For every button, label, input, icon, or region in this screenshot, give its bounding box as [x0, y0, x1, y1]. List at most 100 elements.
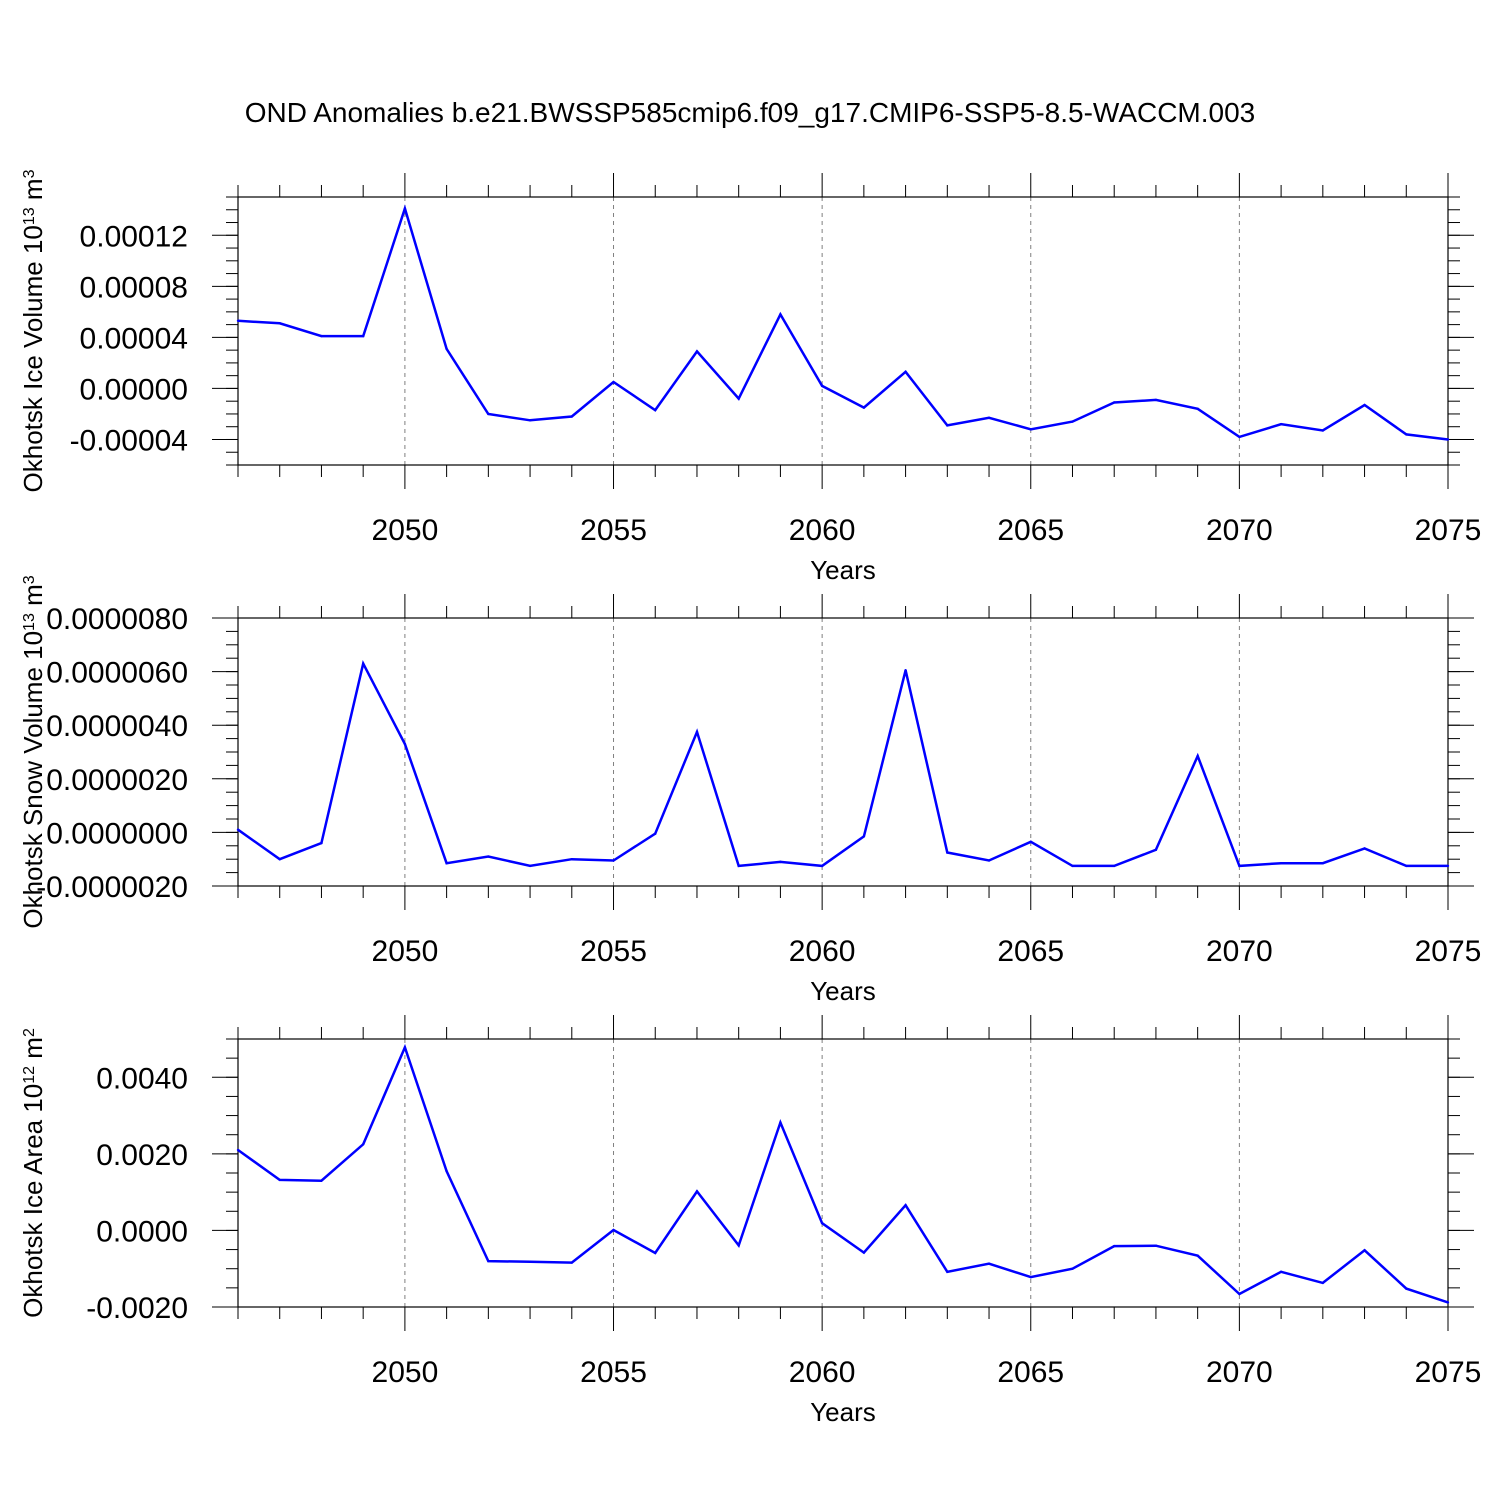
data-point [1071, 864, 1074, 868]
data-point [1029, 428, 1032, 431]
data-point [445, 1169, 448, 1173]
data-point [1238, 864, 1241, 868]
data-point [1113, 401, 1116, 404]
data-point [946, 1270, 949, 1273]
data-point [612, 1228, 615, 1232]
data-point [904, 669, 907, 672]
y-tick-label: 0.00004 [80, 322, 188, 355]
y-tick-label: -0.0000020 [36, 871, 188, 904]
x-tick-label: 2070 [1206, 514, 1273, 547]
data-point [862, 835, 866, 838]
x-tick-label: 2050 [372, 935, 439, 968]
data-point [1196, 1254, 1199, 1257]
data-point [1321, 1281, 1325, 1285]
data-point [1279, 1270, 1283, 1273]
data-point [904, 370, 907, 374]
data-point [654, 1251, 657, 1255]
data-point [695, 350, 699, 353]
data-point [1321, 862, 1325, 865]
data-point [1363, 403, 1366, 407]
data-point [1363, 1249, 1366, 1252]
chart-panels: -0.00004 0.00000 0.00004 0.00008 0.00012 2050… [18, 169, 1481, 1427]
chart-panel-1: -0.00004 0.00000 0.00004 0.00008 0.00012 2050… [18, 169, 1481, 585]
x-tick-label: 2075 [1415, 935, 1482, 968]
data-point [487, 412, 490, 416]
data-point [1154, 848, 1158, 852]
data-point [403, 1046, 407, 1049]
y-axis-title: Okhotsk Snow Volume 1013 m3 [18, 575, 48, 928]
data-point [987, 1262, 991, 1265]
data-point [779, 1121, 782, 1124]
data-point [528, 419, 532, 422]
data-point [737, 864, 740, 868]
data-point [278, 858, 281, 861]
y-axis-title-exponent: 13 [21, 207, 38, 225]
data-point [361, 1143, 365, 1146]
x-tick-label: 2055 [580, 1356, 647, 1389]
chart-panel-2: -0.0000020 0.0000000 0.0000020 0.0000040 0.0… [18, 575, 1481, 1006]
x-tick-label: 2055 [580, 935, 647, 968]
data-point [654, 832, 657, 835]
data-point [1238, 1292, 1241, 1296]
data-point [1029, 1275, 1032, 1279]
y-tick-label: 0.0000080 [46, 603, 188, 636]
y-axis-title-unit-exponent: 3 [21, 575, 38, 584]
data-point [1196, 754, 1199, 758]
y-tick-label: 0.0000020 [46, 764, 188, 797]
y-axis-title-unit: m [18, 1037, 48, 1066]
data-point [1238, 435, 1241, 439]
series-line [237, 204, 1449, 441]
data-point [820, 864, 824, 868]
data-point [695, 730, 699, 734]
y-axis-title: Okhotsk Ice Area 1012 m2 [18, 1028, 48, 1318]
data-point [570, 858, 573, 861]
y-axis-title-unit: m [18, 178, 48, 207]
x-axis-title: Years [810, 976, 876, 1006]
data-point [1446, 1301, 1450, 1304]
data-point [1071, 1267, 1074, 1270]
x-tick-label: 2060 [789, 935, 856, 968]
y-tick-label: 0.0000060 [46, 657, 188, 690]
data-point [236, 828, 240, 831]
data-point [1446, 438, 1450, 441]
data-point [361, 334, 365, 338]
data-point [1113, 1244, 1116, 1248]
data-point [1321, 429, 1325, 432]
y-tick-label: -0.0020 [86, 1292, 188, 1325]
x-tick-label: 2060 [789, 1356, 856, 1389]
data-point [236, 1148, 240, 1152]
data-point [612, 859, 615, 862]
data-point [1405, 1287, 1408, 1290]
data-point [779, 313, 782, 316]
data-point [862, 1251, 866, 1254]
data-point [1029, 840, 1032, 843]
data-point [320, 841, 323, 845]
data-point [612, 380, 615, 384]
plot-frame [237, 1038, 1449, 1308]
x-tick-label: 2070 [1206, 1356, 1273, 1389]
data-point [737, 1244, 740, 1247]
chart-title: OND Anomalies b.e21.BWSSP585cmip6.f09_g1… [245, 97, 1256, 128]
data-point [946, 851, 949, 854]
series-line [237, 660, 1448, 868]
data-point [445, 862, 448, 865]
data-point [445, 347, 448, 351]
data-point [1154, 1244, 1158, 1247]
x-tick-label: 2070 [1206, 935, 1273, 968]
y-tick-label: 0.0000 [96, 1215, 188, 1248]
data-point [570, 1261, 573, 1264]
data-point [570, 415, 573, 418]
y-axis-title-exponent: 12 [21, 1066, 38, 1084]
data-point [1154, 398, 1158, 402]
data-point [779, 860, 782, 864]
data-point [946, 424, 949, 427]
data-point [403, 207, 407, 210]
data-point [1071, 420, 1074, 423]
data-point [904, 1203, 907, 1207]
data-point [1446, 864, 1450, 868]
x-tick-label: 2065 [997, 514, 1064, 547]
x-axis-title: Years [810, 555, 876, 585]
data-point [1405, 433, 1408, 436]
x-tick-label: 2075 [1415, 514, 1482, 547]
